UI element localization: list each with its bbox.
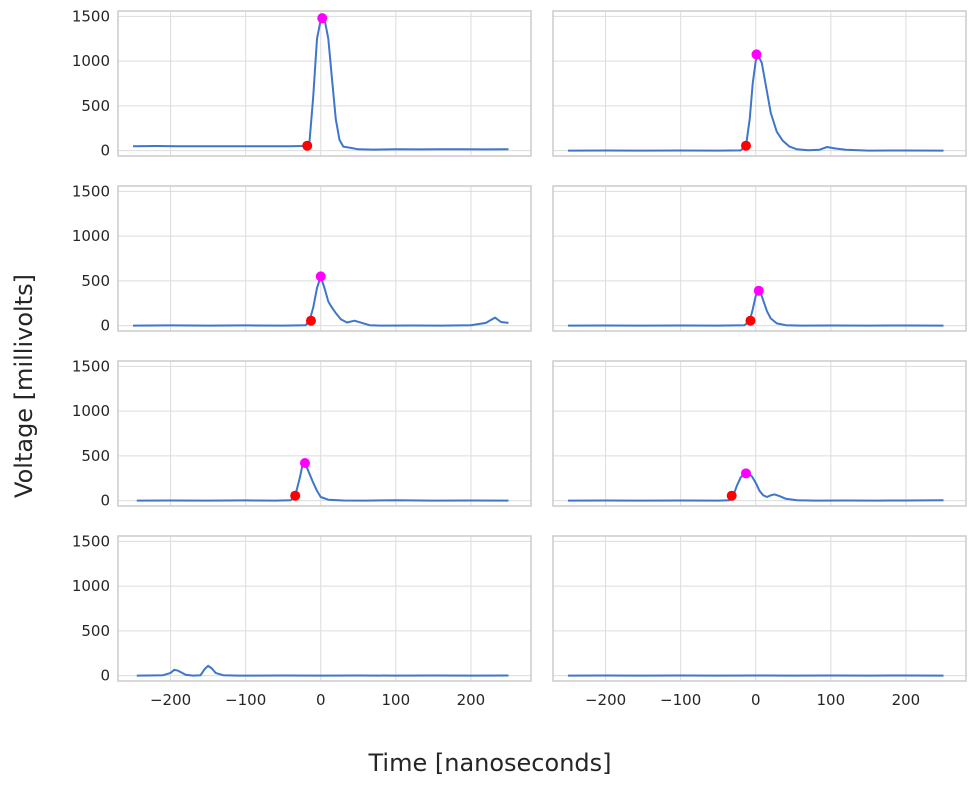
y-tick-label: 1500 bbox=[72, 532, 110, 550]
series-line bbox=[136, 664, 509, 677]
x-tick-label: −200 bbox=[150, 691, 191, 709]
y-tick-label: 1000 bbox=[72, 52, 110, 70]
x-tick-label: −100 bbox=[660, 691, 701, 709]
axes-frame bbox=[117, 535, 532, 682]
series-line bbox=[567, 53, 944, 152]
peak-marker bbox=[299, 458, 310, 469]
onset-marker bbox=[726, 490, 737, 501]
axes-frame bbox=[552, 185, 967, 332]
x-tick-label: −100 bbox=[225, 691, 266, 709]
y-tick-label: 500 bbox=[81, 622, 110, 640]
subplot-3: 0 500 1000 1500 bbox=[72, 182, 532, 335]
subplot-grid: 0500100015000500100015000500100015000500… bbox=[72, 7, 967, 709]
y-tick-label: 500 bbox=[81, 447, 110, 465]
series-line bbox=[567, 471, 944, 502]
y-tick-label: 1000 bbox=[72, 577, 110, 595]
y-tick-label: 1500 bbox=[72, 7, 110, 25]
axes-frame bbox=[117, 360, 532, 507]
y-tick-label: 0 bbox=[100, 142, 110, 160]
y-tick-label: 1000 bbox=[72, 402, 110, 420]
subplot-6 bbox=[552, 360, 967, 507]
y-axis-label: Voltage [millivolts] bbox=[10, 274, 38, 498]
onset-marker bbox=[290, 490, 301, 501]
axes-frame bbox=[552, 10, 967, 157]
axes-frame bbox=[117, 185, 532, 332]
y-tick-label: 500 bbox=[81, 97, 110, 115]
onset-marker bbox=[302, 140, 313, 151]
peak-marker bbox=[315, 271, 326, 282]
x-tick-label: 0 bbox=[316, 691, 326, 709]
x-tick-label: 0 bbox=[751, 691, 761, 709]
y-tick-label: 1500 bbox=[72, 182, 110, 200]
axes-frame bbox=[117, 10, 532, 157]
x-tick-label: −200 bbox=[585, 691, 626, 709]
axes-frame bbox=[552, 535, 967, 682]
series-line bbox=[136, 462, 509, 502]
axes-frame bbox=[552, 360, 967, 507]
peak-marker bbox=[753, 285, 764, 296]
y-tick-label: 500 bbox=[81, 272, 110, 290]
peak-marker bbox=[751, 49, 762, 60]
x-tick-label: 200 bbox=[457, 691, 486, 709]
subplot-1: 0 500 1000 1500 bbox=[72, 7, 532, 160]
x-axis-label: Time [nanoseconds] bbox=[368, 749, 612, 777]
subplot-2 bbox=[552, 10, 967, 157]
y-tick-label: 0 bbox=[100, 492, 110, 510]
onset-marker bbox=[745, 315, 756, 326]
x-tick-label: 100 bbox=[382, 691, 411, 709]
peak-marker bbox=[740, 468, 751, 479]
subplot-8: −200 −100 0 100 200 bbox=[552, 535, 967, 709]
onset-marker bbox=[305, 315, 316, 326]
y-tick-label: 0 bbox=[100, 317, 110, 335]
y-tick-label: 1500 bbox=[72, 357, 110, 375]
subplot-7: 0 500 1000 1500 −200 −100 0 100 200 bbox=[72, 532, 532, 709]
y-tick-label: 0 bbox=[100, 667, 110, 685]
peak-marker bbox=[317, 13, 328, 24]
y-tick-label: 1000 bbox=[72, 227, 110, 245]
onset-marker bbox=[740, 140, 751, 151]
x-tick-label: 200 bbox=[892, 691, 921, 709]
series-line bbox=[132, 275, 509, 327]
subplot-5: 0 500 1000 1500 bbox=[72, 357, 532, 510]
x-tick-label: 100 bbox=[817, 691, 846, 709]
subplot-4 bbox=[552, 185, 967, 332]
